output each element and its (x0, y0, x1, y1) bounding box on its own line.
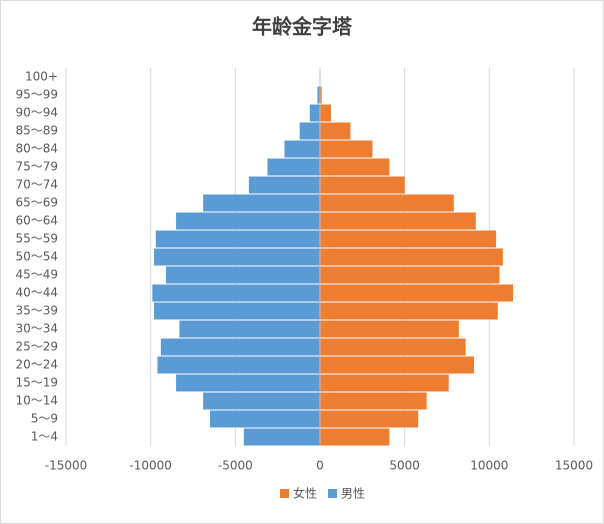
bar (299, 122, 320, 140)
bar (248, 176, 320, 194)
bar (320, 212, 476, 230)
y-tick-label: 70～74 (15, 178, 58, 192)
bar (320, 428, 390, 446)
x-tick-label: 10000 (470, 459, 508, 473)
bar (179, 320, 320, 338)
bar (320, 158, 390, 176)
bar (152, 284, 320, 302)
bar (320, 194, 454, 212)
bar (320, 176, 405, 194)
bar (320, 356, 475, 374)
bar (320, 284, 514, 302)
bar (320, 86, 322, 104)
x-tick-label: 5000 (389, 459, 420, 473)
x-tick-label: -10000 (129, 459, 172, 473)
y-tick-label: 30～34 (15, 322, 58, 336)
x-tick-label: 15000 (555, 459, 593, 473)
x-tick-label: -15000 (45, 459, 88, 473)
bar (320, 302, 498, 320)
bar (176, 374, 320, 392)
y-tick-label: 85～89 (15, 124, 58, 138)
bar (154, 302, 320, 320)
y-tick-label: 100+ (25, 70, 58, 84)
y-tick-label: 25～29 (15, 340, 58, 354)
y-tick-label: 20～24 (15, 358, 58, 372)
y-tick-label: 35～39 (15, 304, 58, 318)
bar (320, 122, 351, 140)
bar (267, 158, 320, 176)
y-tick-label: 10～14 (15, 394, 58, 408)
bar (320, 248, 503, 266)
bar (320, 392, 427, 410)
y-tick-label: 95～99 (15, 88, 58, 102)
bar (320, 230, 497, 248)
x-tick-label: 0 (316, 459, 324, 473)
x-tick-label: -5000 (218, 459, 253, 473)
y-tick-label: 40～44 (15, 286, 58, 300)
bar (155, 230, 320, 248)
bar (309, 104, 320, 122)
bar (203, 194, 320, 212)
y-tick-label: 5～9 (31, 412, 58, 426)
bar (157, 356, 320, 374)
legend-swatch (280, 489, 289, 498)
y-tick-label: 50～54 (15, 250, 58, 264)
y-tick-label: 55～59 (15, 232, 58, 246)
bar (154, 248, 320, 266)
bar (203, 392, 320, 410)
bar (165, 266, 320, 284)
bar (320, 338, 466, 356)
y-tick-label: 15～19 (15, 376, 58, 390)
y-tick-label: 65～69 (15, 196, 58, 210)
bar (209, 410, 320, 428)
legend-label: 男性 (341, 487, 365, 501)
bar (160, 338, 320, 356)
y-tick-label: 1～4 (31, 430, 58, 444)
bar (320, 104, 332, 122)
bar (176, 212, 320, 230)
bar (243, 428, 320, 446)
y-tick-label: 60～64 (15, 214, 58, 228)
bar (317, 86, 320, 104)
legend-label: 女性 (293, 486, 317, 501)
y-tick-label: 80～84 (15, 142, 58, 156)
y-tick-label: 75～79 (15, 160, 58, 174)
y-tick-label: 45～49 (15, 268, 58, 282)
bar (320, 374, 449, 392)
bar (320, 266, 500, 284)
y-tick-label: 90～94 (15, 106, 58, 120)
bar (284, 140, 320, 158)
bar (320, 320, 459, 338)
chart-title: 年龄金字塔 (252, 15, 353, 39)
bar (320, 410, 419, 428)
legend-swatch (328, 489, 338, 498)
bar (320, 140, 373, 158)
